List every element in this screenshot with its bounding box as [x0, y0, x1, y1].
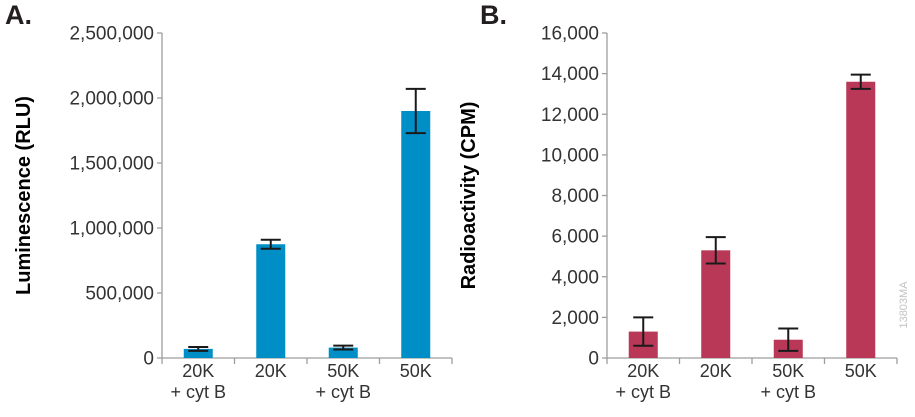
svg-text:50K: 50K	[327, 361, 359, 381]
svg-text:2,000,000: 2,000,000	[69, 89, 154, 110]
svg-text:50K: 50K	[845, 361, 877, 381]
svg-text:12,000: 12,000	[541, 105, 599, 126]
svg-text:+ cyt B: + cyt B	[615, 382, 671, 402]
svg-text:50K: 50K	[400, 361, 432, 381]
svg-text:2,000: 2,000	[551, 308, 599, 329]
svg-text:0: 0	[588, 349, 599, 370]
svg-text:20K: 20K	[182, 361, 214, 381]
svg-text:B.: B.	[480, 0, 507, 30]
svg-text:1,000,000: 1,000,000	[69, 219, 154, 240]
svg-text:Luminescence (RLU): Luminescence (RLU)	[13, 96, 35, 295]
svg-text:20K: 20K	[255, 361, 287, 381]
svg-text:14,000: 14,000	[541, 64, 599, 85]
svg-text:1,500,000: 1,500,000	[69, 154, 154, 175]
svg-text:10,000: 10,000	[541, 145, 599, 166]
svg-text:16,000: 16,000	[541, 24, 599, 45]
svg-text:4,000: 4,000	[551, 267, 599, 288]
svg-text:0: 0	[143, 349, 154, 370]
svg-text:6,000: 6,000	[551, 227, 599, 248]
svg-text:20K: 20K	[627, 361, 659, 381]
svg-text:Radioactivity (CPM): Radioactivity (CPM)	[458, 102, 480, 290]
svg-text:50K: 50K	[772, 361, 804, 381]
svg-text:20K: 20K	[700, 361, 732, 381]
svg-text:A.: A.	[5, 0, 32, 30]
svg-text:+ cyt B: + cyt B	[760, 382, 816, 402]
svg-text:500,000: 500,000	[85, 284, 154, 305]
svg-text:+ cyt B: + cyt B	[315, 382, 371, 402]
svg-text:+ cyt B: + cyt B	[170, 382, 226, 402]
svg-text:8,000: 8,000	[551, 186, 599, 207]
svg-text:2,500,000: 2,500,000	[69, 24, 154, 45]
svg-text:13803MA: 13803MA	[898, 281, 910, 329]
